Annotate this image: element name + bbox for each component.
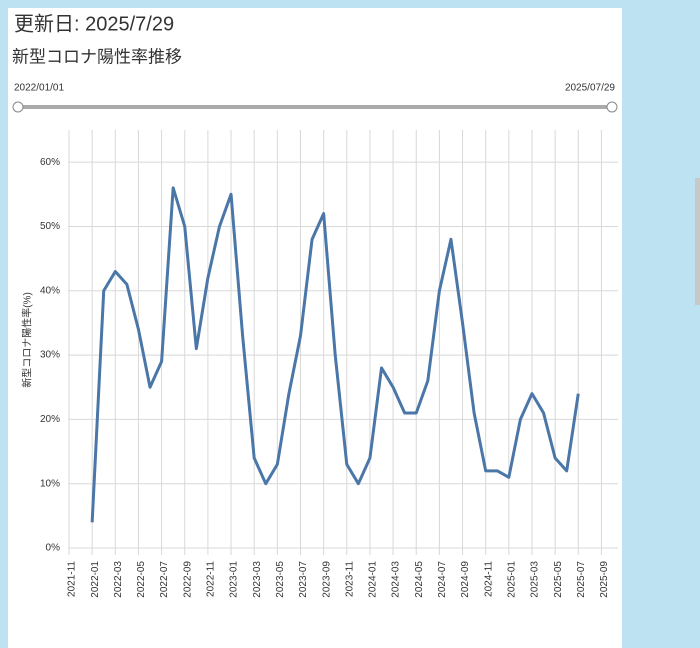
slider-end: 2025/07/29 xyxy=(565,83,615,94)
x-tick-label: 2022-03 xyxy=(113,561,124,598)
x-tick-label: 2025-01 xyxy=(506,561,517,598)
x-tick-label: 2023-01 xyxy=(229,561,240,598)
x-tick-label: 2022-01 xyxy=(90,561,101,598)
x-tick-label: 2025-09 xyxy=(599,561,610,598)
scrollbar[interactable] xyxy=(695,178,700,305)
slider-handle[interactable] xyxy=(606,101,618,113)
y-tick-label: 40% xyxy=(40,285,60,296)
y-axis-label: 新型コロナ陽性率(%) xyxy=(21,292,34,388)
series-line xyxy=(90,186,580,523)
x-tick-label: 2024-09 xyxy=(460,561,471,598)
x-tick-label: 2022-07 xyxy=(159,561,170,598)
y-tick-label: 60% xyxy=(40,157,60,168)
x-tick-label: 2022-09 xyxy=(182,561,193,598)
slider-start: 2022/01/01 xyxy=(14,83,64,94)
x-tick-label: 2022-11 xyxy=(206,561,217,597)
subtitle: 新型コロナ陽性率推移 xyxy=(12,47,182,66)
slider-handle[interactable] xyxy=(12,101,24,113)
y-tick-label: 50% xyxy=(40,221,60,232)
x-tick-label: 2024-01 xyxy=(368,561,379,598)
x-tick-label: 2024-11 xyxy=(483,561,494,597)
x-tick-label: 2023-03 xyxy=(252,561,263,598)
y-tick-label: 0% xyxy=(46,543,61,554)
x-tick-label: 2023-09 xyxy=(321,561,332,598)
x-tick-label: 2025-05 xyxy=(553,561,564,598)
y-tick-label: 20% xyxy=(40,414,60,425)
x-tick-label: 2024-05 xyxy=(414,561,425,598)
x-tick-label: 2025-03 xyxy=(530,561,541,598)
x-tick-label: 2023-05 xyxy=(275,561,286,598)
x-tick-label: 2023-07 xyxy=(298,561,309,598)
x-tick-label: 2024-07 xyxy=(437,561,448,598)
y-tick-label: 30% xyxy=(40,350,60,361)
y-tick-label: 10% xyxy=(40,478,60,489)
x-tick-label: 2024-03 xyxy=(391,561,402,598)
updated: 更新日: 2025/7/29 xyxy=(14,12,174,35)
x-tick-label: 2022-05 xyxy=(136,561,147,598)
x-tick-label: 2023-11 xyxy=(344,561,355,597)
x-tick-label: 2021-11 xyxy=(67,561,78,597)
panel xyxy=(8,8,622,648)
x-tick-label: 2025-07 xyxy=(576,561,587,598)
